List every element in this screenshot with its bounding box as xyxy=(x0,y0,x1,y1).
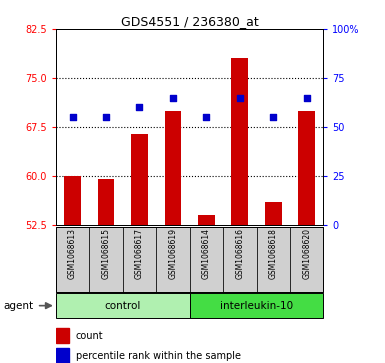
Text: GSM1068614: GSM1068614 xyxy=(202,228,211,279)
Text: GSM1068619: GSM1068619 xyxy=(168,228,177,279)
Point xyxy=(103,114,109,120)
Bar xyxy=(64,176,81,225)
Text: GSM1068615: GSM1068615 xyxy=(102,228,110,279)
Text: GSM1068616: GSM1068616 xyxy=(235,228,244,279)
Bar xyxy=(231,58,248,225)
Bar xyxy=(56,348,69,363)
Point xyxy=(136,105,142,110)
Bar xyxy=(123,227,156,292)
Bar xyxy=(98,179,114,225)
Point xyxy=(69,114,75,120)
Bar xyxy=(156,227,189,292)
Bar xyxy=(290,227,323,292)
Bar xyxy=(131,134,148,225)
Point xyxy=(203,114,209,120)
Bar xyxy=(298,111,315,225)
Text: interleukin-10: interleukin-10 xyxy=(220,301,293,311)
Text: percentile rank within the sample: percentile rank within the sample xyxy=(76,351,241,361)
Bar xyxy=(198,215,215,225)
Bar xyxy=(265,202,281,225)
Text: count: count xyxy=(76,331,104,340)
Text: GSM1068617: GSM1068617 xyxy=(135,228,144,279)
Bar xyxy=(223,227,256,292)
Bar xyxy=(189,293,323,318)
Text: control: control xyxy=(105,301,141,311)
Point xyxy=(170,95,176,101)
Point xyxy=(270,114,276,120)
Text: GSM1068620: GSM1068620 xyxy=(302,228,311,279)
Bar xyxy=(56,328,69,343)
Point xyxy=(304,95,310,101)
Point xyxy=(237,95,243,101)
Bar xyxy=(89,227,123,292)
Bar xyxy=(56,227,89,292)
Text: agent: agent xyxy=(4,301,34,311)
Bar xyxy=(164,111,181,225)
Bar xyxy=(56,293,189,318)
Text: GSM1068613: GSM1068613 xyxy=(68,228,77,279)
Text: GSM1068618: GSM1068618 xyxy=(269,228,278,279)
Title: GDS4551 / 236380_at: GDS4551 / 236380_at xyxy=(121,15,258,28)
Bar xyxy=(256,227,290,292)
Bar xyxy=(189,227,223,292)
